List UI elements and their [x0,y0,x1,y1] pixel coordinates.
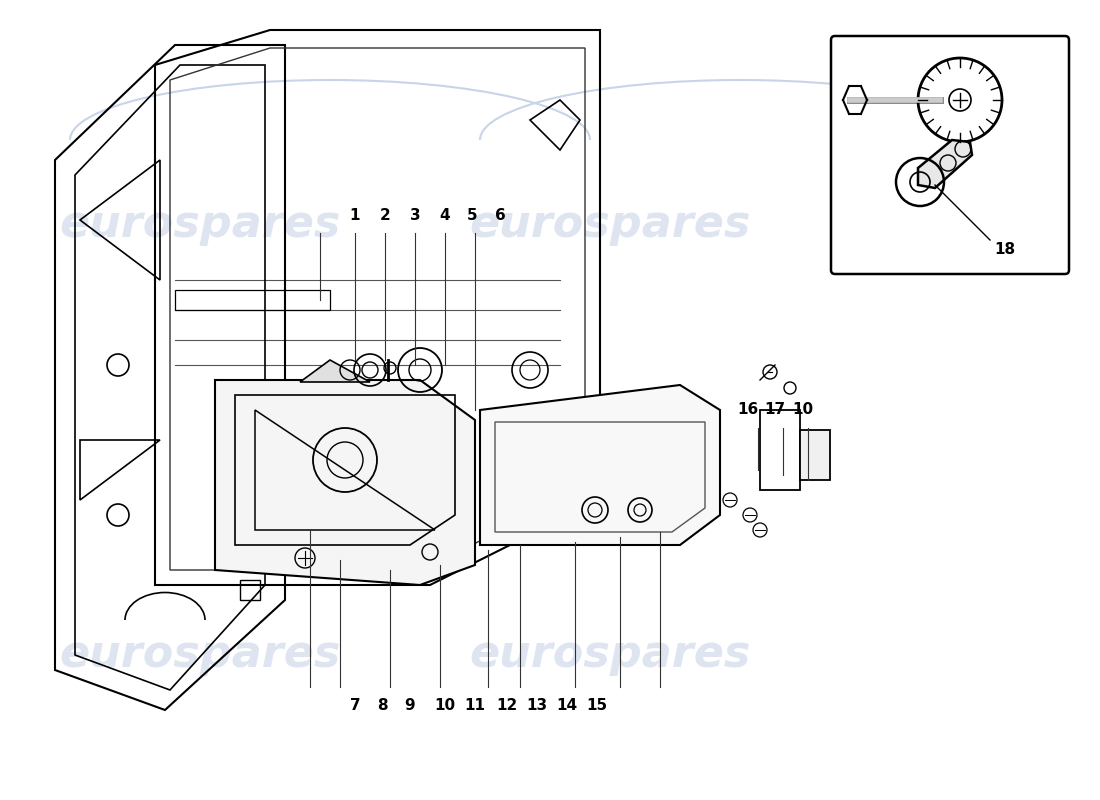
Text: eurospares: eurospares [470,203,750,246]
Text: 5: 5 [466,207,477,222]
Text: 15: 15 [586,698,607,713]
Text: 3: 3 [409,207,420,222]
Text: 7: 7 [350,698,361,713]
Polygon shape [300,360,370,382]
Polygon shape [918,140,972,188]
Text: 10: 10 [434,698,455,713]
Text: 2: 2 [379,207,390,222]
Text: 11: 11 [464,698,485,713]
Polygon shape [800,430,830,480]
Text: 6: 6 [495,207,505,222]
Text: 9: 9 [405,698,416,713]
Text: eurospares: eurospares [59,634,341,677]
Text: 4: 4 [440,207,450,222]
Text: eurospares: eurospares [470,634,750,677]
Text: 13: 13 [527,698,548,713]
Polygon shape [214,380,475,585]
Text: 17: 17 [764,402,785,418]
Text: 8: 8 [376,698,387,713]
Text: 10: 10 [792,402,814,418]
Text: eurospares: eurospares [59,203,341,246]
Text: 14: 14 [557,698,578,713]
Text: 16: 16 [737,402,759,418]
Text: 18: 18 [994,242,1015,258]
FancyBboxPatch shape [830,36,1069,274]
Text: 12: 12 [496,698,518,713]
Polygon shape [480,385,720,545]
Text: 1: 1 [350,207,361,222]
